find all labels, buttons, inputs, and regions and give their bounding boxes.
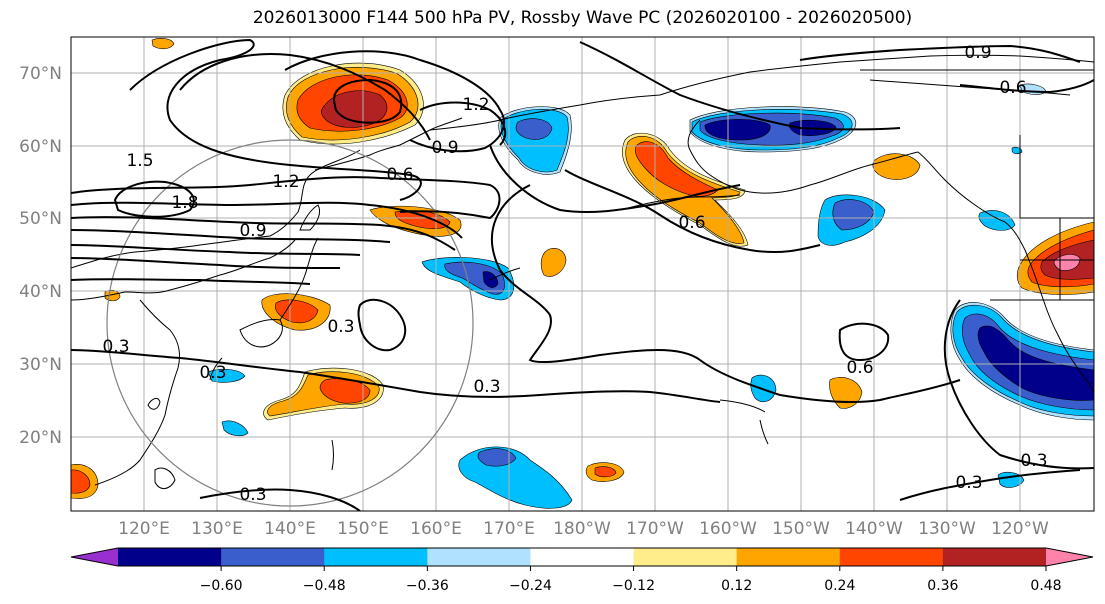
- positive-anomaly: [71, 469, 91, 494]
- colorbar-cell: [839, 548, 944, 566]
- contour-label: 0.9: [239, 221, 266, 241]
- contour-label: 1.5: [126, 151, 153, 171]
- lon-label: 170°E: [483, 519, 535, 539]
- positive-anomaly: [634, 141, 719, 197]
- negative-anomaly: [832, 199, 875, 231]
- colorbar-tick-label: −0.12: [612, 578, 655, 594]
- range-circle: [106, 139, 474, 507]
- colorbar-tick-label: 0.12: [721, 578, 752, 594]
- colorbar-cell: [633, 548, 738, 566]
- lon-label: 160°W: [699, 519, 757, 539]
- negative-anomaly: [978, 210, 1016, 231]
- longitude-labels: 120°E 130°E 140°E 150°E 160°E 170°E 180°…: [118, 519, 1049, 539]
- positive-anomaly: [275, 299, 319, 324]
- contour-label: 0.9: [431, 138, 458, 158]
- lon-label: 140°E: [264, 519, 316, 539]
- contour-label: 0.3: [239, 485, 266, 505]
- contour-label: 0.3: [327, 317, 354, 337]
- colorbar-cell: [427, 548, 531, 566]
- contour-label: 0.6: [846, 358, 873, 378]
- contour-label: 0.9: [964, 43, 991, 63]
- contour-label: 0.3: [473, 377, 500, 397]
- contour-label: 0.3: [1020, 451, 1047, 471]
- lon-label: 160°E: [410, 519, 462, 539]
- map-frame: [70, 36, 1095, 512]
- positive-anomaly: [594, 466, 617, 478]
- latitude-labels: 70°N 60°N 50°N 40°N 30°N 20°N: [19, 64, 62, 448]
- colorbar-tick-label: −0.24: [509, 578, 552, 594]
- colorbar-extend-low: [71, 548, 118, 566]
- lon-label: 150°E: [337, 519, 389, 539]
- positive-anomaly: [319, 378, 371, 404]
- contour-label: 1.8: [171, 193, 198, 213]
- lon-label: 130°E: [191, 519, 243, 539]
- contour-label: 1.2: [462, 95, 489, 115]
- positive-anomaly: [1053, 254, 1081, 271]
- pv-contours: [71, 38, 1094, 511]
- positive-anomaly: [151, 38, 175, 50]
- contour-label: 0.3: [955, 473, 982, 493]
- negative-anomaly: [977, 325, 1094, 401]
- contour-label: 0.6: [386, 165, 413, 185]
- lat-label: 40°N: [19, 282, 62, 302]
- colorbar-extend-high: [1046, 548, 1093, 566]
- colorbar-cell: [530, 548, 635, 566]
- lon-label: 170°W: [626, 519, 684, 539]
- negative-anomaly: [704, 119, 771, 141]
- lat-label: 70°N: [19, 64, 62, 84]
- colorbar-cell: [736, 548, 841, 566]
- colorbar-tick-label: −0.48: [303, 578, 346, 594]
- colorbar-tick-label: 0.36: [927, 578, 958, 594]
- colorbar-tick-label: 0.48: [1030, 578, 1061, 594]
- lon-label: 130°W: [918, 519, 976, 539]
- colorbar-cell: [324, 548, 428, 566]
- negative-anomaly: [221, 420, 249, 437]
- positive-anomaly: [540, 247, 567, 277]
- lon-label: 120°E: [118, 519, 170, 539]
- colorbar-tick-label: 0.24: [824, 578, 855, 594]
- colorbar-outline: [70, 547, 1094, 567]
- lat-label: 20°N: [19, 428, 62, 448]
- negative-anomaly: [515, 118, 553, 140]
- contour-label: 0.3: [102, 337, 129, 357]
- lon-label: 180°W: [553, 519, 611, 539]
- lat-label: 30°N: [19, 355, 62, 375]
- graticule: [71, 37, 1094, 511]
- map-title: 2026013000 F144 500 hPa PV, Rossby Wave …: [252, 8, 913, 28]
- lat-label: 60°N: [19, 137, 62, 157]
- colorbar-cell: [118, 548, 222, 566]
- contour-label: 0.6: [999, 78, 1026, 98]
- colorbar-tick-label: −0.60: [200, 578, 243, 594]
- negative-anomaly: [458, 446, 573, 509]
- colorbar-tick-label: −0.36: [406, 578, 449, 594]
- contour-label: 1.2: [272, 172, 299, 192]
- colorbar-cell: [221, 548, 325, 566]
- contour-label: 0.3: [199, 363, 226, 383]
- lon-label: 150°W: [772, 519, 830, 539]
- colorbar: −0.60 −0.48 −0.36 −0.24 −0.12 0.12 0.24 0.36 0.4…: [70, 547, 1094, 594]
- contour-label: 0.6: [678, 213, 705, 233]
- colorbar-ticks: −0.60 −0.48 −0.36 −0.24 −0.12 0.12 0.24 0.36 0.4…: [200, 566, 1062, 594]
- lon-label: 140°W: [845, 519, 903, 539]
- lat-label: 50°N: [19, 209, 62, 229]
- contour-labels: 0.9 0.6 1.2 0.9 1.5 1.2 1.8 0.6 0.9 0.6 …: [102, 43, 1047, 505]
- positive-anomaly: [829, 377, 863, 409]
- lon-label: 120°W: [991, 519, 1049, 539]
- negative-anomaly: [477, 448, 517, 467]
- positive-anomaly: [321, 90, 388, 128]
- colorbar-cell: [942, 548, 1047, 566]
- coastlines: [71, 54, 1094, 489]
